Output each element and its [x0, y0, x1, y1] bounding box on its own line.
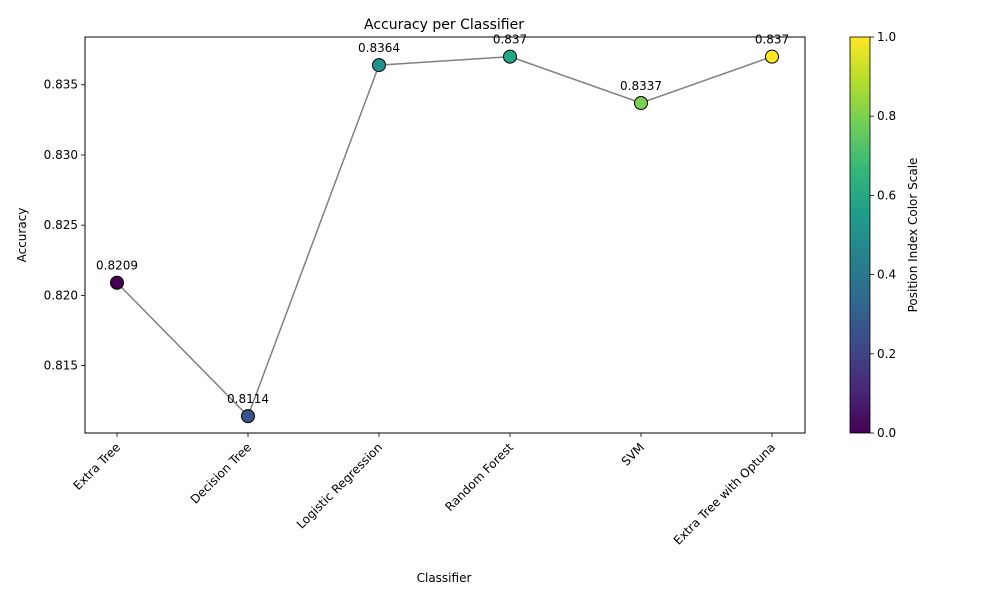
colorbar-tick-label: 0.8	[877, 109, 896, 123]
data-point	[372, 58, 386, 73]
x-tick-label: Logistic Regression	[294, 440, 385, 531]
colorbar-tick-label: 0.2	[877, 347, 896, 361]
data-label: 0.837	[755, 33, 789, 47]
colorbar-tick-label: 1.0	[877, 30, 896, 44]
data-label: 0.8114	[227, 392, 269, 406]
data-label: 0.8364	[358, 41, 400, 55]
data-point	[503, 49, 517, 64]
colorbar-gradient	[849, 36, 871, 434]
colorbar: Position Index Color Scale 0.0 0.2 0.4 0.6 0…	[849, 30, 920, 440]
data-label: 0.8337	[620, 79, 662, 93]
y-tick-label: 0.825	[44, 218, 78, 232]
plot-frame	[84, 36, 806, 434]
data-point	[110, 275, 124, 290]
x-tick-label: Extra Tree with Optuna	[671, 440, 778, 547]
y-tick-label: 0.835	[44, 78, 78, 92]
chart-title: Accuracy per Classifier	[364, 17, 524, 33]
x-tick-label: SVM	[619, 440, 647, 468]
y-axis-label: Accuracy	[15, 208, 29, 263]
y-tick-label: 0.830	[44, 148, 78, 162]
x-tick-label: Extra Tree	[70, 440, 123, 493]
series-line	[116, 55, 773, 418]
x-tick-label: Decision Tree	[188, 440, 254, 506]
x-tick-label: Random Forest	[442, 440, 516, 514]
data-label: 0.8209	[96, 259, 138, 273]
data-point	[241, 409, 255, 424]
plot-area: 0.815 0.820 0.825 0.830 0.835 Extra Tree Decis…	[44, 33, 790, 548]
y-tick-label: 0.815	[44, 359, 78, 373]
colorbar-tick-label: 0.4	[877, 268, 896, 282]
colorbar-label: Position Index Color Scale	[906, 158, 920, 313]
colorbar-tick-label: 0.0	[877, 426, 896, 440]
data-point	[765, 49, 779, 64]
x-axis-label: Classifier	[417, 571, 472, 585]
colorbar-tick-label: 0.6	[877, 188, 896, 202]
data-label: 0.837	[493, 33, 527, 47]
data-point	[634, 96, 648, 110]
y-tick-label: 0.820	[44, 288, 78, 302]
